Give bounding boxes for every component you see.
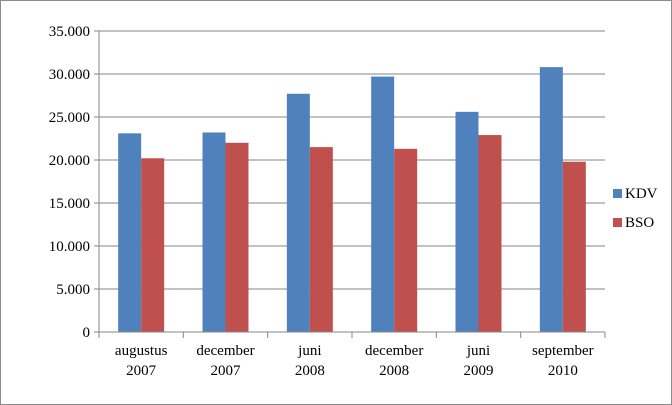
- x-category-label: september 2010: [532, 343, 594, 379]
- bars: [118, 67, 586, 333]
- bar-bso: [309, 147, 333, 332]
- legend-label-bso: BSO: [625, 215, 654, 231]
- bar-kdv: [371, 76, 395, 332]
- bar-bso: [141, 158, 165, 332]
- x-category-label-line: augustus: [115, 343, 168, 359]
- x-category-label-line: 2008: [295, 363, 325, 379]
- x-category-label: augustus 2007: [115, 343, 168, 379]
- legend: KDV BSO: [613, 186, 658, 231]
- x-category-label-line: 2007: [211, 363, 242, 379]
- x-category-label-line: december: [196, 343, 254, 359]
- x-category-label: juni 2008: [295, 343, 325, 379]
- x-category-label-line: 2009: [464, 363, 494, 379]
- bar-kdv: [202, 132, 226, 332]
- x-category-label: december 2007: [196, 343, 254, 379]
- bar-bso: [562, 161, 586, 332]
- x-category-label-line: december: [365, 343, 423, 359]
- legend-label-kdv: KDV: [625, 186, 658, 202]
- bar-kdv: [118, 133, 142, 332]
- gridlines: [99, 30, 605, 290]
- bar-kdv: [455, 111, 479, 332]
- bar-kdv: [286, 93, 310, 332]
- legend-swatch-bso: [613, 218, 622, 227]
- y-tick-label: 10.000: [49, 239, 90, 255]
- bar-kdv: [539, 67, 563, 333]
- bar-bso: [394, 148, 418, 332]
- y-tick-label: 15.000: [49, 196, 90, 212]
- x-category-label-line: 2008: [379, 363, 409, 379]
- bar-bso: [478, 135, 502, 332]
- y-tick-label: 25.000: [49, 110, 90, 126]
- y-tick-label: 5.000: [56, 282, 90, 298]
- x-category-label-line: juni: [466, 343, 490, 359]
- x-category-label: december 2008: [365, 343, 423, 379]
- y-tick-label: 35.000: [49, 24, 90, 40]
- legend-swatch-kdv: [613, 189, 622, 198]
- y-tick-label: 30.000: [49, 67, 90, 83]
- x-category-label: juni 2009: [464, 343, 494, 379]
- x-category-label-line: 2010: [548, 363, 578, 379]
- x-category-label-line: 2007: [126, 363, 157, 379]
- y-tick-label: 20.000: [49, 153, 90, 169]
- bar-bso: [225, 142, 249, 332]
- y-tick-label: 0: [83, 325, 91, 341]
- y-axis-tick-labels: 0 5.000 10.000 15.000 20.000 25.000 30.000 35.0…: [49, 24, 99, 341]
- axes: [98, 31, 606, 338]
- x-category-label-line: september: [532, 343, 594, 359]
- x-category-label-line: juni: [297, 343, 321, 359]
